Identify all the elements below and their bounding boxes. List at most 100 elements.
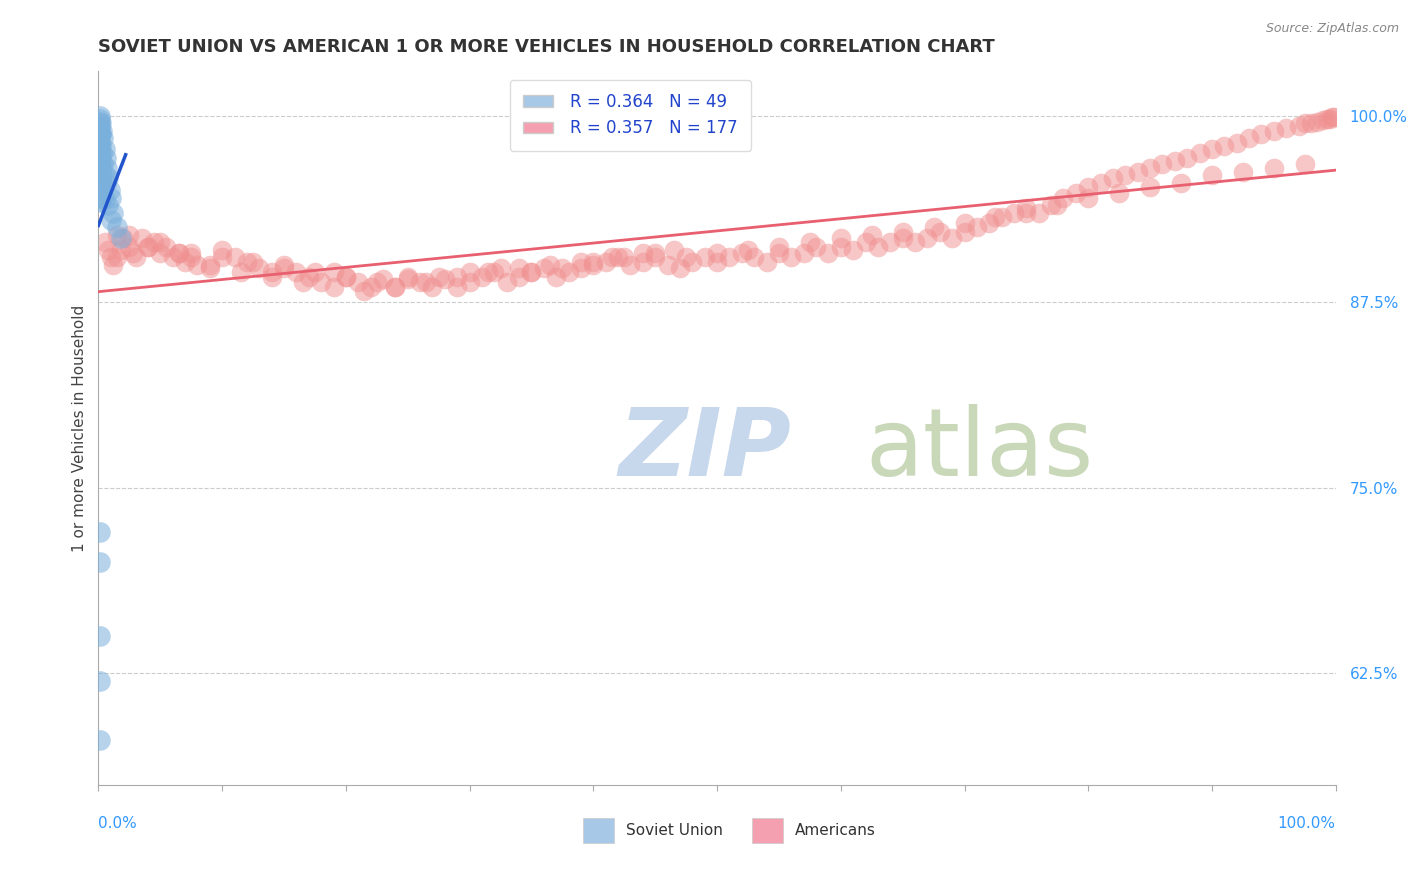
- Point: [155, 240, 177, 254]
- Point: [322, 265, 344, 279]
- Point: [484, 265, 506, 279]
- Point: [347, 276, 370, 290]
- Y-axis label: 1 or more Vehicles in Household: 1 or more Vehicles in Household: [72, 304, 87, 552]
- Point: [167, 245, 190, 260]
- Point: [1152, 156, 1174, 170]
- Point: [520, 265, 543, 279]
- Point: [371, 272, 394, 286]
- Point: [90, 183, 112, 197]
- Point: [124, 250, 146, 264]
- Point: [89, 733, 111, 747]
- Text: Source: ZipAtlas.com: Source: ZipAtlas.com: [1265, 22, 1399, 36]
- Point: [118, 240, 141, 254]
- Point: [1139, 161, 1161, 175]
- Point: [1306, 115, 1329, 129]
- Point: [384, 280, 406, 294]
- Point: [89, 629, 111, 643]
- Point: [446, 269, 468, 284]
- Point: [122, 245, 145, 260]
- Point: [433, 272, 456, 286]
- Point: [91, 191, 114, 205]
- Point: [1102, 171, 1125, 186]
- Point: [520, 265, 543, 279]
- Point: [93, 235, 115, 250]
- Point: [273, 260, 295, 275]
- Point: [569, 254, 592, 268]
- Point: [89, 158, 111, 172]
- Point: [353, 285, 375, 299]
- Text: Soviet Union: Soviet Union: [626, 823, 723, 838]
- Point: [90, 116, 112, 130]
- Point: [136, 240, 159, 254]
- Point: [93, 192, 115, 206]
- Point: [508, 260, 530, 275]
- Point: [89, 555, 111, 569]
- Point: [118, 227, 141, 242]
- Point: [941, 231, 963, 245]
- Point: [224, 250, 246, 264]
- Point: [98, 183, 121, 197]
- Point: [1002, 205, 1025, 219]
- Point: [93, 142, 115, 156]
- Point: [1250, 127, 1272, 141]
- Point: [167, 245, 190, 260]
- Point: [1175, 151, 1198, 165]
- Point: [90, 127, 112, 141]
- Point: [1188, 146, 1211, 161]
- Point: [595, 254, 617, 268]
- Point: [1299, 116, 1322, 130]
- Point: [1288, 120, 1310, 134]
- Point: [966, 220, 988, 235]
- Point: [922, 220, 945, 235]
- Point: [904, 235, 927, 250]
- Point: [309, 276, 332, 290]
- Point: [1320, 111, 1343, 125]
- Point: [693, 250, 716, 264]
- Point: [508, 269, 530, 284]
- Point: [89, 127, 111, 141]
- Point: [489, 260, 512, 275]
- Point: [471, 269, 494, 284]
- Point: [93, 167, 115, 181]
- Point: [755, 254, 778, 268]
- Point: [1263, 124, 1285, 138]
- Point: [143, 235, 166, 250]
- Point: [112, 231, 135, 245]
- Point: [619, 258, 641, 272]
- Point: [495, 276, 517, 290]
- Point: [582, 254, 605, 268]
- Point: [458, 276, 481, 290]
- Point: [742, 250, 765, 264]
- Point: [89, 131, 111, 145]
- Text: 0.0%: 0.0%: [98, 816, 138, 831]
- Point: [446, 280, 468, 294]
- Point: [1164, 153, 1187, 168]
- Point: [799, 235, 821, 250]
- Point: [804, 240, 827, 254]
- Point: [105, 220, 128, 235]
- Point: [89, 525, 111, 540]
- Point: [131, 231, 153, 245]
- Point: [198, 260, 221, 275]
- Point: [110, 243, 132, 257]
- Point: [89, 136, 111, 150]
- Point: [607, 250, 630, 264]
- Point: [1213, 138, 1236, 153]
- Point: [149, 235, 172, 250]
- Point: [546, 269, 568, 284]
- Point: [458, 265, 481, 279]
- Point: [1028, 205, 1050, 219]
- Point: [89, 153, 111, 168]
- Point: [103, 258, 125, 272]
- Text: ZIP: ZIP: [619, 403, 792, 496]
- Point: [236, 254, 259, 268]
- Point: [89, 120, 111, 134]
- Point: [644, 245, 666, 260]
- Point: [891, 225, 914, 239]
- Point: [644, 250, 666, 264]
- Point: [96, 161, 118, 175]
- Text: atlas: atlas: [866, 403, 1094, 496]
- Point: [149, 245, 172, 260]
- Point: [90, 151, 112, 165]
- Point: [1319, 112, 1341, 126]
